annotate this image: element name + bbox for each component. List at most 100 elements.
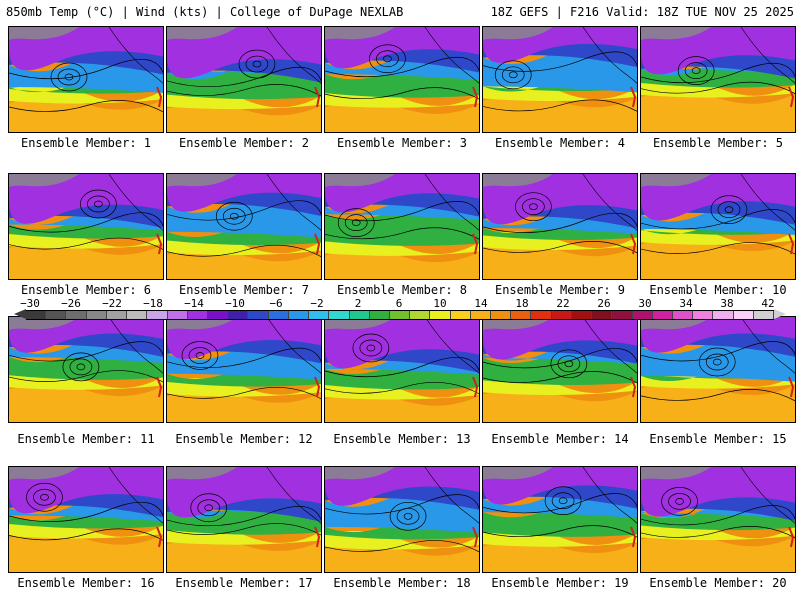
colorbar-min-arrow [14, 309, 26, 319]
colorbar-swatch [612, 311, 633, 319]
colorbar-tick-label: 18 [515, 297, 529, 310]
colorbar-swatch [470, 311, 492, 319]
colorbar-swatch [349, 311, 370, 319]
colorbar-tick-label: 2 [354, 297, 362, 310]
ensemble-map-10 [640, 173, 796, 280]
colorbar-swatch [571, 311, 593, 319]
ensemble-map-7 [166, 173, 322, 280]
colorbar-swatch [369, 311, 390, 319]
ensemble-map-8 [324, 173, 480, 280]
ensemble-member-label: Ensemble Member: 14 [491, 432, 629, 446]
ensemble-member-label: Ensemble Member: 11 [17, 432, 155, 446]
colorbar-swatch [86, 311, 107, 319]
colorbar-max-arrow [774, 309, 786, 319]
colorbar-swatch [106, 311, 128, 319]
ensemble-member-label: Ensemble Member: 17 [175, 576, 313, 590]
colorbar-swatch [66, 311, 87, 319]
ensemble-member-label: Ensemble Member: 12 [175, 432, 313, 446]
colorbar-tick-label: 30 [638, 297, 652, 310]
ensemble-member-label: Ensemble Member: 19 [491, 576, 629, 590]
colorbar-tick-label: −18 [143, 297, 163, 310]
ensemble-member-label: Ensemble Member: 3 [336, 136, 468, 150]
colorbar-swatch [733, 311, 754, 319]
ensemble-map-6 [8, 173, 164, 280]
colorbar-swatch [430, 311, 451, 319]
colorbar-swatch [127, 311, 148, 319]
colorbar-swatch [632, 311, 653, 319]
colorbar-tick-label: −30 [20, 297, 40, 310]
colorbar-swatch [592, 311, 613, 319]
ensemble-member-label: Ensemble Member: 15 [649, 432, 787, 446]
ensemble-member-label: Ensemble Member: 4 [494, 136, 626, 150]
colorbar-swatch [551, 311, 572, 319]
colorbar-swatch [228, 311, 249, 319]
colorbar-tick-label: 42 [761, 297, 775, 310]
model-run-info: 18Z GEFS | F216 Valid: 18Z TUE NOV 25 20… [490, 5, 794, 19]
map-title: 850mb Temp (°C) | Wind (kts) | College o… [6, 5, 404, 19]
ensemble-map-12 [166, 316, 322, 423]
ensemble-map-11 [8, 316, 164, 423]
ensemble-map-20 [640, 466, 796, 573]
colorbar-tick-label: −14 [184, 297, 204, 310]
ensemble-map-18 [324, 466, 480, 573]
colorbar-swatch [389, 311, 411, 319]
ensemble-member-label: Ensemble Member: 18 [333, 576, 471, 590]
ensemble-member-label: Ensemble Member: 10 [649, 283, 787, 297]
ensemble-member-label: Ensemble Member: 16 [17, 576, 155, 590]
colorbar-swatch [187, 311, 208, 319]
ensemble-member-label: Ensemble Member: 8 [336, 283, 468, 297]
colorbar-tick-label: −26 [61, 297, 81, 310]
ensemble-member-label: Ensemble Member: 20 [649, 576, 787, 590]
colorbar-tick-label: −22 [102, 297, 122, 310]
colorbar-swatch [652, 311, 673, 319]
colorbar-swatch [673, 311, 694, 319]
header: 850mb Temp (°C) | Wind (kts) | College o… [0, 0, 800, 22]
colorbar-tick-label: 10 [433, 297, 447, 310]
colorbar-strip [26, 310, 775, 320]
colorbar-tick-label: −6 [269, 297, 283, 310]
ensemble-map-19 [482, 466, 638, 573]
colorbar-swatch [207, 311, 229, 319]
colorbar-swatch [713, 311, 734, 319]
colorbar-swatch [531, 311, 552, 319]
temperature-colorbar: −30 −26 −22 −18 −14 −10 −6 −2 2 6 10 14 18 22 26 30 34 38… [8, 296, 792, 320]
colorbar-swatch [288, 311, 310, 319]
colorbar-tick-label: 26 [597, 297, 611, 310]
colorbar-swatch [268, 311, 289, 319]
colorbar-swatch [491, 311, 512, 319]
colorbar-swatch [26, 311, 47, 319]
colorbar-tick-label: −2 [310, 297, 324, 310]
ensemble-map-15 [640, 316, 796, 423]
colorbar-swatch [309, 311, 330, 319]
colorbar-swatch [450, 311, 471, 319]
colorbar-swatch [46, 311, 67, 319]
ensemble-member-label: Ensemble Member: 2 [178, 136, 310, 150]
ensemble-map-4 [482, 26, 638, 133]
ensemble-member-label: Ensemble Member: 9 [494, 283, 626, 297]
colorbar-tick-label: 14 [474, 297, 488, 310]
colorbar-swatch [147, 311, 168, 319]
ensemble-map-13 [324, 316, 480, 423]
colorbar-swatch [511, 311, 532, 319]
colorbar-tick-label: 22 [556, 297, 570, 310]
ensemble-member-label: Ensemble Member: 6 [20, 283, 152, 297]
ensemble-map-2 [166, 26, 322, 133]
colorbar-tick-label: 6 [395, 297, 403, 310]
ensemble-map-5 [640, 26, 796, 133]
ensemble-member-label: Ensemble Member: 5 [652, 136, 784, 150]
colorbar-swatch [329, 311, 350, 319]
ensemble-map-1 [8, 26, 164, 133]
ensemble-map-9 [482, 173, 638, 280]
colorbar-tick-label: 34 [679, 297, 693, 310]
ensemble-map-17 [166, 466, 322, 573]
colorbar-swatch [410, 311, 431, 319]
ensemble-member-label: Ensemble Member: 13 [333, 432, 471, 446]
colorbar-tick-label: −10 [225, 297, 245, 310]
colorbar-swatch [753, 311, 775, 319]
ensemble-map-14 [482, 316, 638, 423]
ensemble-member-label: Ensemble Member: 7 [178, 283, 310, 297]
colorbar-swatch [693, 311, 714, 319]
ensemble-map-16 [8, 466, 164, 573]
colorbar-tick-label: 38 [720, 297, 734, 310]
colorbar-swatch [167, 311, 188, 319]
